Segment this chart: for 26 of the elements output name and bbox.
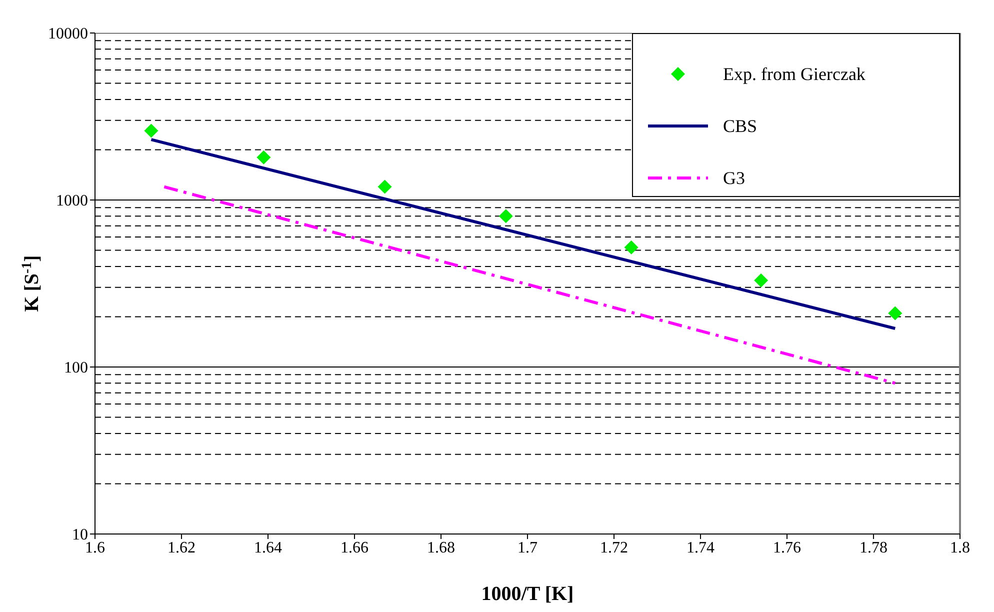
- point: [256, 150, 271, 164]
- y-tick-label: 10000: [48, 26, 88, 43]
- point: [378, 180, 392, 194]
- x-tick-label: 1.72: [600, 539, 628, 556]
- x-tick-label: 1.74: [686, 539, 714, 556]
- point: [144, 124, 158, 138]
- legend-label: G3: [723, 168, 745, 188]
- x-tick-label: 1.62: [168, 539, 196, 556]
- x-tick-label: 1.66: [340, 539, 368, 556]
- x-axis-title: 1000/T [K]: [481, 583, 574, 605]
- y-tick-label: 1000: [56, 192, 88, 210]
- x-tick-label: 1.78: [860, 539, 888, 556]
- point: [498, 209, 513, 224]
- x-tick-label: 1.8: [950, 539, 970, 556]
- point: [624, 240, 638, 254]
- point: [754, 273, 768, 288]
- legend-label: CBS: [723, 116, 758, 136]
- x-tick-label: 1.6: [85, 539, 105, 556]
- point: [888, 306, 902, 320]
- x-tick-label: 1.64: [254, 539, 282, 556]
- legend-label: Exp. from Gierczak: [723, 64, 866, 84]
- y-tick-label: 100: [64, 360, 88, 377]
- y-tick-label: 10: [72, 526, 88, 544]
- x-tick-label: 1.76: [773, 539, 801, 556]
- x-tick-label: 1.68: [427, 539, 455, 556]
- x-tick-label: 1.7: [518, 539, 538, 556]
